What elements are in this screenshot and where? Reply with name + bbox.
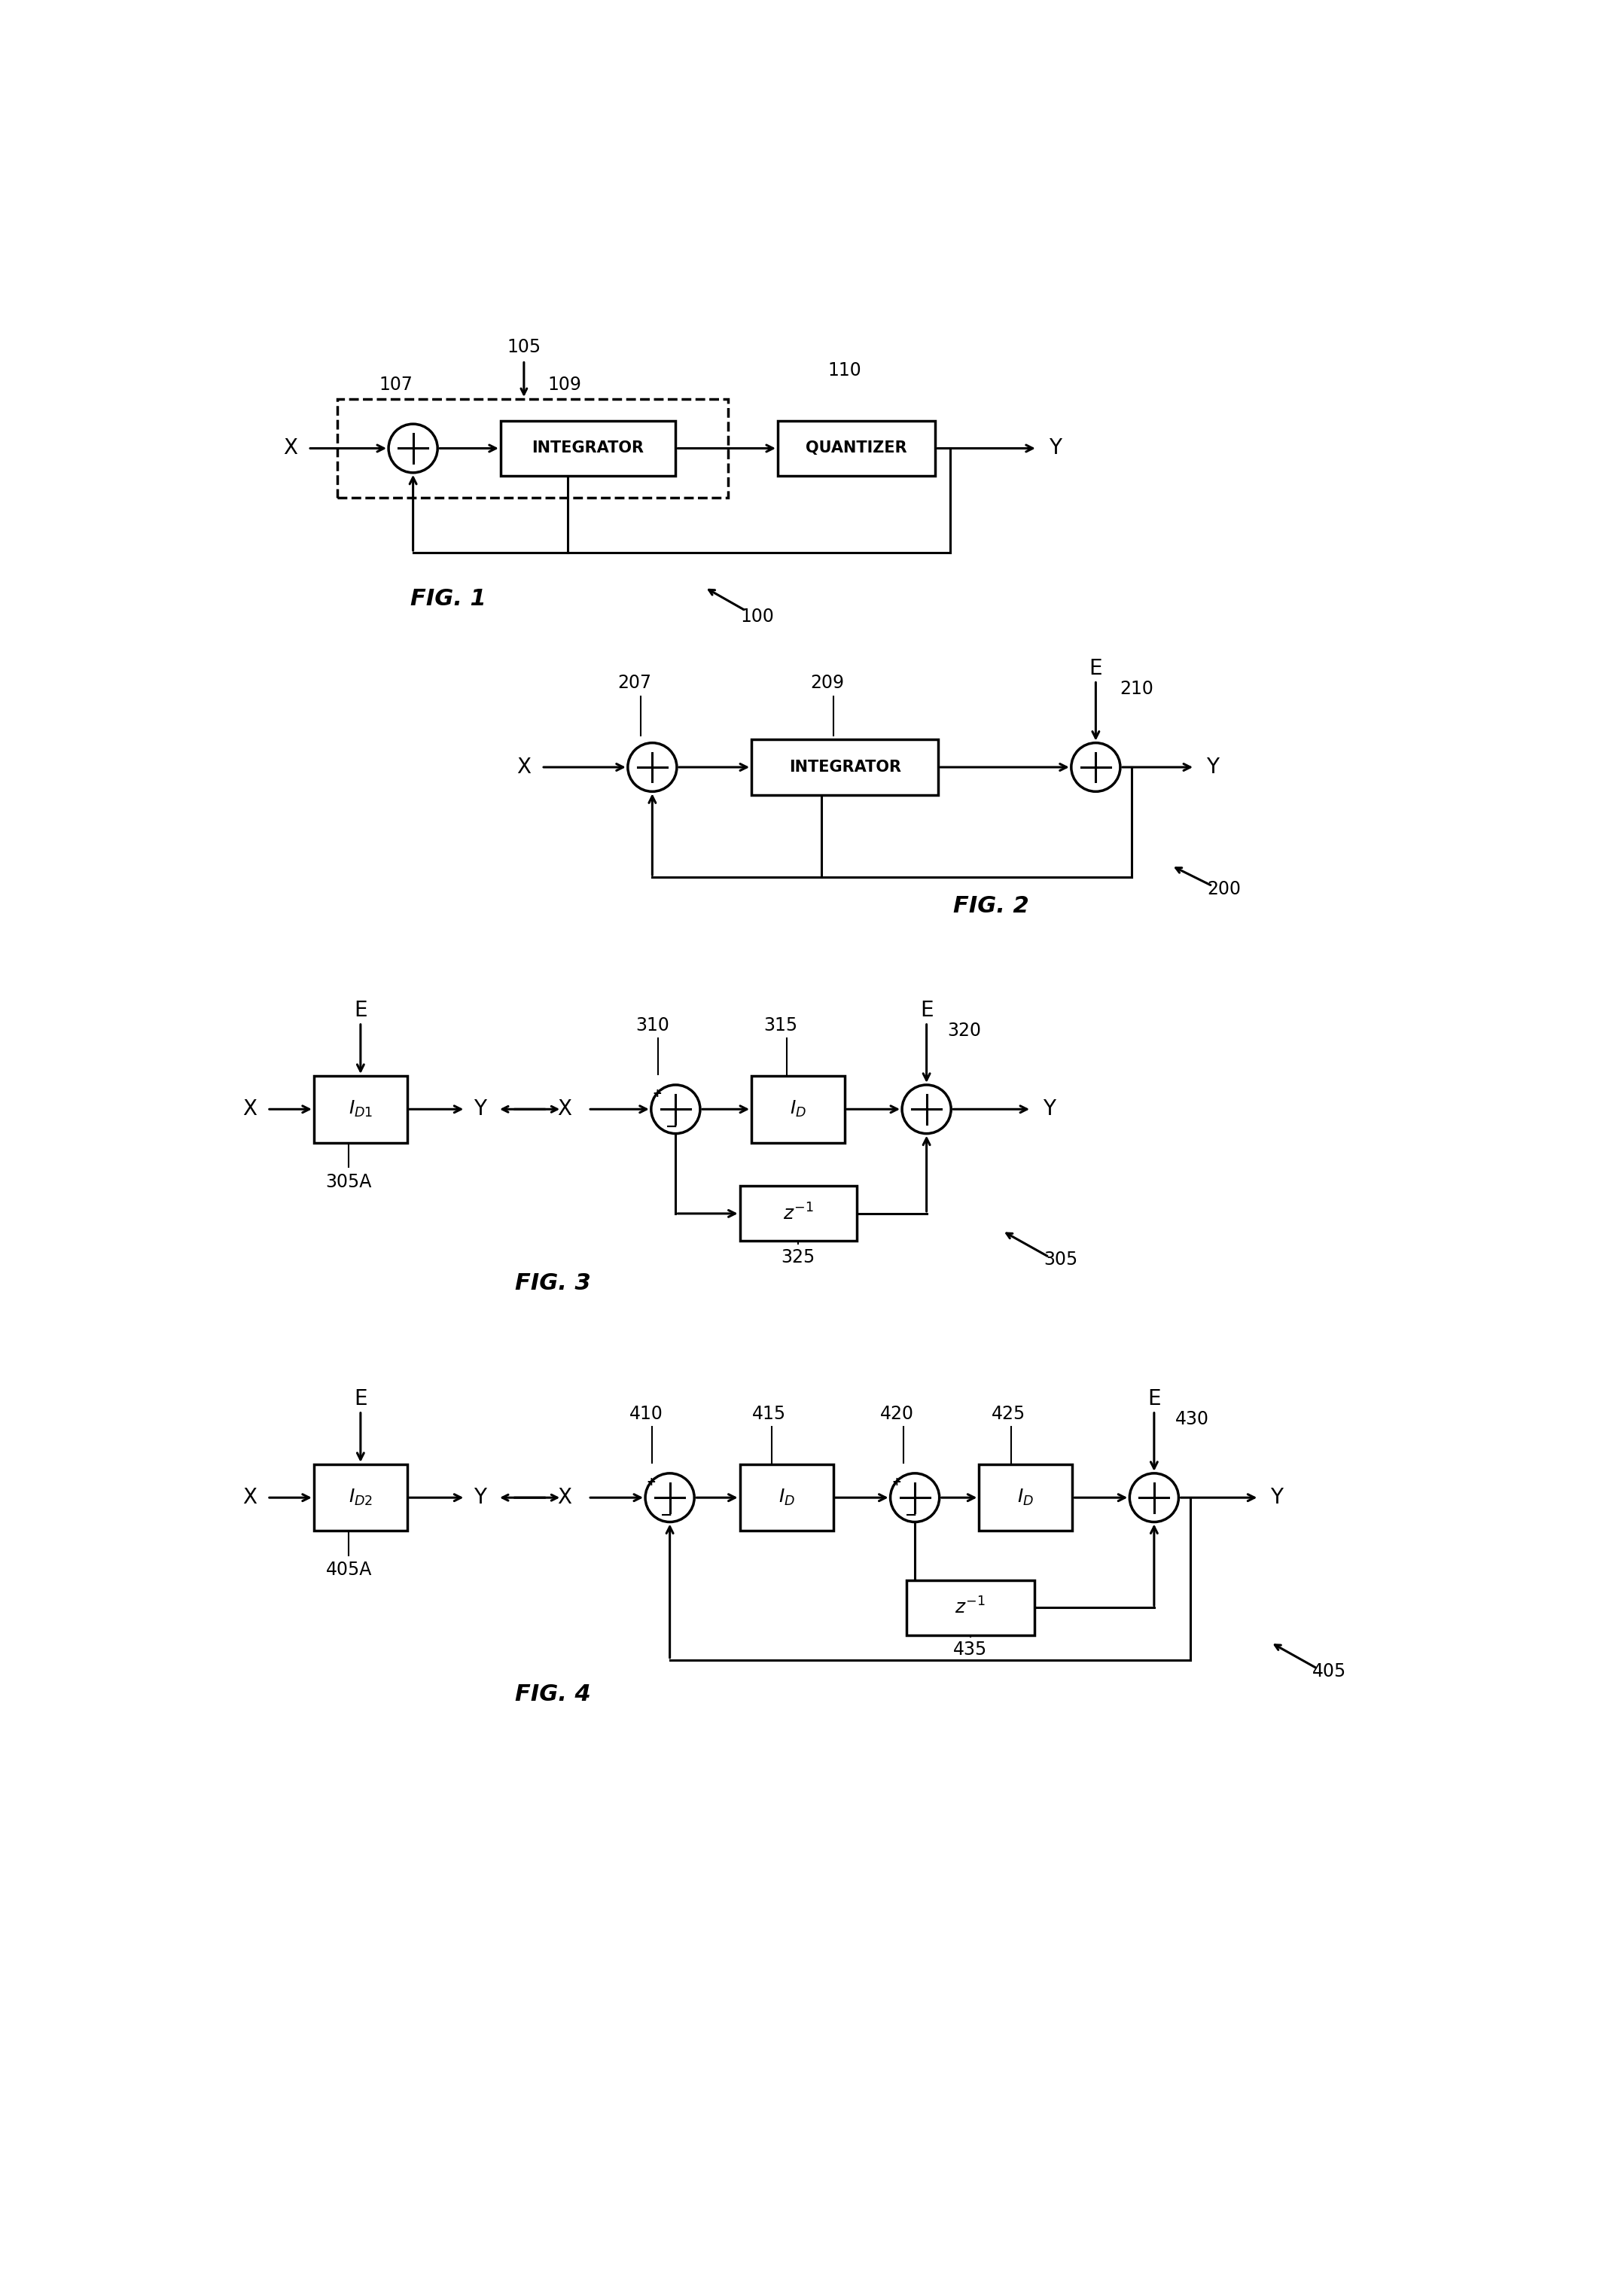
Text: 105: 105 — [507, 338, 541, 356]
Text: Y: Y — [1049, 438, 1062, 459]
Text: 100: 100 — [741, 607, 775, 625]
Text: X: X — [283, 438, 297, 459]
Text: +: + — [892, 1476, 901, 1488]
Text: X: X — [516, 758, 531, 778]
Bar — [741, 1465, 833, 1531]
Text: 425: 425 — [991, 1403, 1025, 1422]
Text: $z^{-1}$: $z^{-1}$ — [955, 1597, 986, 1618]
Text: 325: 325 — [781, 1248, 815, 1267]
Bar — [500, 420, 676, 477]
Text: QUANTIZER: QUANTIZER — [806, 440, 908, 456]
Text: 107: 107 — [378, 377, 412, 393]
Text: −: − — [905, 1508, 918, 1522]
Text: 430: 430 — [1176, 1410, 1208, 1429]
Bar — [741, 1187, 856, 1241]
Circle shape — [901, 1084, 952, 1134]
Text: 210: 210 — [1119, 680, 1153, 698]
Text: E: E — [1090, 657, 1103, 680]
Text: 305A: 305A — [326, 1173, 372, 1191]
Text: Y: Y — [474, 1488, 487, 1508]
Text: 207: 207 — [617, 673, 651, 691]
Text: $I_D$: $I_D$ — [1018, 1488, 1034, 1508]
Text: 110: 110 — [828, 361, 862, 379]
Text: INTEGRATOR: INTEGRATOR — [789, 760, 901, 774]
Circle shape — [890, 1474, 939, 1522]
Text: 415: 415 — [752, 1403, 786, 1422]
Text: 435: 435 — [953, 1641, 987, 1659]
Bar — [778, 420, 935, 477]
Text: 410: 410 — [630, 1403, 663, 1422]
Circle shape — [628, 744, 677, 792]
Text: −: − — [659, 1508, 672, 1522]
Text: Y: Y — [474, 1098, 487, 1120]
Text: INTEGRATOR: INTEGRATOR — [533, 440, 645, 456]
Bar — [338, 399, 728, 497]
Text: $I_{D1}$: $I_{D1}$ — [349, 1100, 374, 1118]
Text: 209: 209 — [810, 673, 844, 691]
Text: 305: 305 — [1044, 1251, 1078, 1269]
Circle shape — [388, 424, 437, 472]
Text: Y: Y — [1043, 1098, 1056, 1120]
Text: 109: 109 — [547, 377, 581, 393]
Text: E: E — [919, 1000, 934, 1022]
Text: FIG. 1: FIG. 1 — [411, 589, 486, 609]
Text: X: X — [557, 1488, 572, 1508]
Circle shape — [1130, 1474, 1179, 1522]
Bar — [906, 1579, 1034, 1636]
Text: $I_{D2}$: $I_{D2}$ — [349, 1488, 372, 1508]
Text: Y: Y — [1270, 1488, 1283, 1508]
Text: −: − — [666, 1120, 679, 1134]
Bar — [752, 1075, 844, 1143]
Text: $z^{-1}$: $z^{-1}$ — [783, 1203, 814, 1223]
Text: Y: Y — [1207, 758, 1220, 778]
Text: FIG. 3: FIG. 3 — [515, 1273, 591, 1294]
Text: E: E — [354, 1000, 367, 1022]
Bar — [313, 1465, 408, 1531]
Text: 405: 405 — [1312, 1664, 1346, 1680]
Text: 320: 320 — [947, 1022, 981, 1041]
Bar — [313, 1075, 408, 1143]
Text: +: + — [646, 1476, 656, 1488]
Text: 405A: 405A — [326, 1561, 372, 1579]
Text: 315: 315 — [763, 1015, 797, 1034]
Text: $I_D$: $I_D$ — [789, 1100, 807, 1118]
Text: FIG. 4: FIG. 4 — [515, 1684, 591, 1705]
Circle shape — [651, 1084, 700, 1134]
Text: X: X — [242, 1488, 257, 1508]
Bar — [752, 739, 939, 794]
Text: E: E — [1148, 1387, 1161, 1410]
Text: +: + — [653, 1089, 663, 1100]
Bar — [979, 1465, 1072, 1531]
Text: $I_D$: $I_D$ — [778, 1488, 794, 1508]
Text: 310: 310 — [635, 1015, 669, 1034]
Text: 200: 200 — [1207, 881, 1241, 897]
Text: E: E — [354, 1387, 367, 1410]
Text: 420: 420 — [880, 1403, 914, 1422]
Text: X: X — [557, 1098, 572, 1120]
Circle shape — [1072, 744, 1121, 792]
Text: X: X — [242, 1098, 257, 1120]
Text: FIG. 2: FIG. 2 — [953, 895, 1028, 917]
Circle shape — [645, 1474, 695, 1522]
